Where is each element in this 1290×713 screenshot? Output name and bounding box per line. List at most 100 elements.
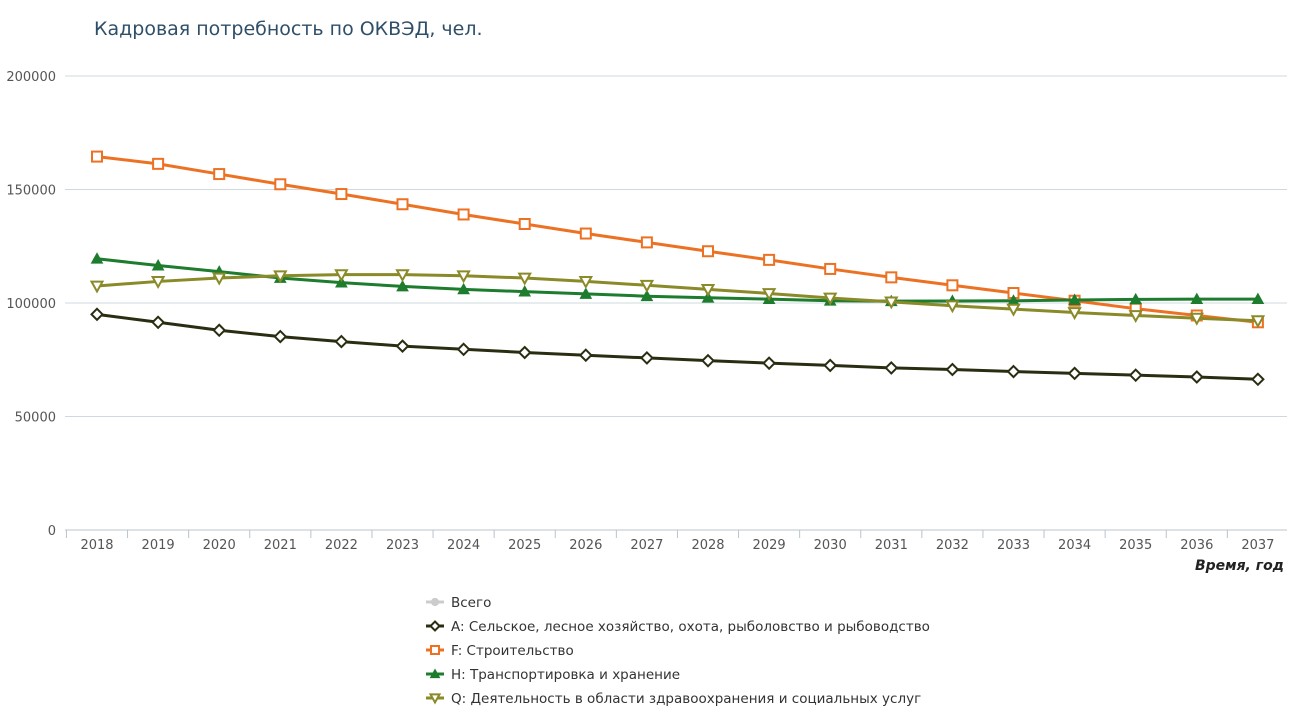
data-point[interactable] bbox=[1251, 292, 1265, 305]
data-point[interactable] bbox=[1128, 310, 1143, 324]
data-point[interactable] bbox=[456, 342, 471, 357]
data-point[interactable] bbox=[89, 280, 105, 294]
data-point[interactable] bbox=[1189, 312, 1204, 326]
legend-item[interactable]: H: Транспортировка и хранение bbox=[426, 667, 680, 683]
data-point[interactable] bbox=[579, 227, 592, 240]
data-point[interactable] bbox=[396, 279, 409, 292]
series-4 bbox=[89, 269, 1266, 329]
legend-label: Q: Деятельность в области здравоохранени… bbox=[451, 691, 921, 707]
data-point[interactable] bbox=[274, 178, 287, 191]
data-point[interactable] bbox=[518, 285, 532, 297]
data-point[interactable] bbox=[517, 345, 532, 360]
data-point[interactable] bbox=[700, 283, 716, 297]
x-axis: 2018 2019 2020 2021 2022 2023 2024 2025 2026 2027… bbox=[65, 529, 1287, 553]
data-point[interactable] bbox=[945, 362, 960, 377]
data-point[interactable] bbox=[90, 307, 104, 322]
data-point[interactable] bbox=[1067, 366, 1082, 381]
data-point[interactable] bbox=[823, 358, 838, 373]
data-point[interactable] bbox=[639, 279, 655, 293]
data-point[interactable] bbox=[1129, 292, 1143, 305]
data-point[interactable] bbox=[152, 157, 165, 170]
data-point[interactable] bbox=[639, 351, 654, 365]
x-tick-label: 2032 bbox=[936, 538, 969, 553]
series-line bbox=[96, 273, 1258, 323]
data-point[interactable] bbox=[334, 334, 349, 349]
data-point[interactable] bbox=[212, 323, 227, 338]
data-point[interactable] bbox=[885, 271, 898, 284]
series-1 bbox=[90, 307, 1265, 387]
data-point[interactable] bbox=[823, 292, 838, 306]
data-point[interactable] bbox=[1189, 370, 1204, 384]
data-point[interactable] bbox=[517, 272, 532, 286]
data-point[interactable] bbox=[578, 276, 593, 289]
data-point[interactable] bbox=[824, 262, 837, 275]
y-tick-label: 50000 bbox=[15, 411, 56, 426]
data-point[interactable] bbox=[335, 188, 348, 201]
data-point[interactable] bbox=[945, 300, 960, 314]
x-axis-label: Время, год bbox=[1195, 558, 1284, 574]
x-tick-label: 2025 bbox=[508, 538, 541, 553]
data-point[interactable] bbox=[579, 287, 593, 299]
data-point[interactable] bbox=[457, 208, 470, 221]
legend-label: F: Строительство bbox=[451, 643, 574, 659]
series-line bbox=[96, 312, 1258, 381]
data-point[interactable] bbox=[151, 315, 166, 330]
data-point[interactable] bbox=[396, 198, 409, 211]
data-point[interactable] bbox=[946, 279, 959, 292]
data-point[interactable] bbox=[1190, 292, 1204, 305]
data-point[interactable] bbox=[150, 276, 166, 289]
x-tick-label: 2026 bbox=[569, 538, 602, 553]
x-tick-label: 2036 bbox=[1180, 538, 1213, 553]
data-point[interactable] bbox=[884, 296, 899, 310]
data-point[interactable] bbox=[1250, 315, 1266, 329]
x-tick-label: 2022 bbox=[325, 538, 358, 553]
data-point[interactable] bbox=[395, 269, 410, 283]
data-point[interactable] bbox=[1006, 303, 1021, 317]
x-tick-label: 2024 bbox=[447, 538, 480, 553]
series-line bbox=[96, 257, 1258, 303]
data-point[interactable] bbox=[762, 356, 777, 371]
data-point[interactable] bbox=[640, 236, 653, 249]
x-tick-label: 2034 bbox=[1058, 538, 1091, 553]
legend-item[interactable]: F: Строительство bbox=[426, 643, 574, 659]
data-point[interactable] bbox=[457, 282, 470, 295]
data-point[interactable] bbox=[212, 272, 227, 286]
x-tick-label: 2023 bbox=[386, 538, 419, 553]
legend-marker-icon bbox=[428, 693, 442, 705]
data-point[interactable] bbox=[213, 168, 226, 181]
y-tick-label: 150000 bbox=[6, 184, 56, 199]
x-tick-label: 2021 bbox=[264, 538, 297, 553]
y-tick-label: 0 bbox=[48, 524, 56, 539]
x-tick-label: 2031 bbox=[875, 538, 908, 553]
data-point[interactable] bbox=[456, 270, 471, 284]
data-point[interactable] bbox=[334, 269, 349, 283]
data-point[interactable] bbox=[701, 291, 715, 303]
data-point[interactable] bbox=[761, 288, 777, 302]
legend-label: A: Сельское, лесное хозяйство, охота, ры… bbox=[451, 619, 930, 635]
data-point[interactable] bbox=[395, 339, 410, 354]
chart-title: Кадровая потребность по ОКВЭД, чел. bbox=[94, 18, 483, 40]
data-point[interactable] bbox=[1006, 364, 1021, 379]
data-point[interactable] bbox=[701, 353, 715, 368]
data-point[interactable] bbox=[151, 259, 165, 271]
legend[interactable]: Всего A: Сельское, лесное хозяйство, охот… bbox=[426, 595, 930, 707]
data-point[interactable] bbox=[518, 218, 531, 231]
data-point[interactable] bbox=[763, 253, 776, 266]
legend-item[interactable]: Q: Деятельность в области здравоохранени… bbox=[426, 691, 921, 707]
y-tick-label: 100000 bbox=[6, 297, 56, 312]
data-point[interactable] bbox=[273, 270, 288, 284]
data-point[interactable] bbox=[640, 289, 654, 302]
data-point[interactable] bbox=[1067, 307, 1082, 321]
data-point[interactable] bbox=[90, 252, 104, 264]
legend-item[interactable]: A: Сельское, лесное хозяйство, охота, ры… bbox=[426, 619, 930, 635]
data-point[interactable] bbox=[884, 361, 899, 375]
data-point[interactable] bbox=[578, 348, 593, 363]
data-point[interactable] bbox=[702, 245, 714, 258]
data-point[interactable] bbox=[1250, 372, 1265, 387]
legend-marker-icon bbox=[429, 620, 441, 632]
data-point[interactable] bbox=[1068, 293, 1081, 305]
data-point[interactable] bbox=[91, 150, 103, 163]
data-point[interactable] bbox=[1128, 368, 1143, 383]
data-point[interactable] bbox=[273, 329, 288, 344]
legend-item[interactable]: Всего bbox=[426, 595, 491, 611]
